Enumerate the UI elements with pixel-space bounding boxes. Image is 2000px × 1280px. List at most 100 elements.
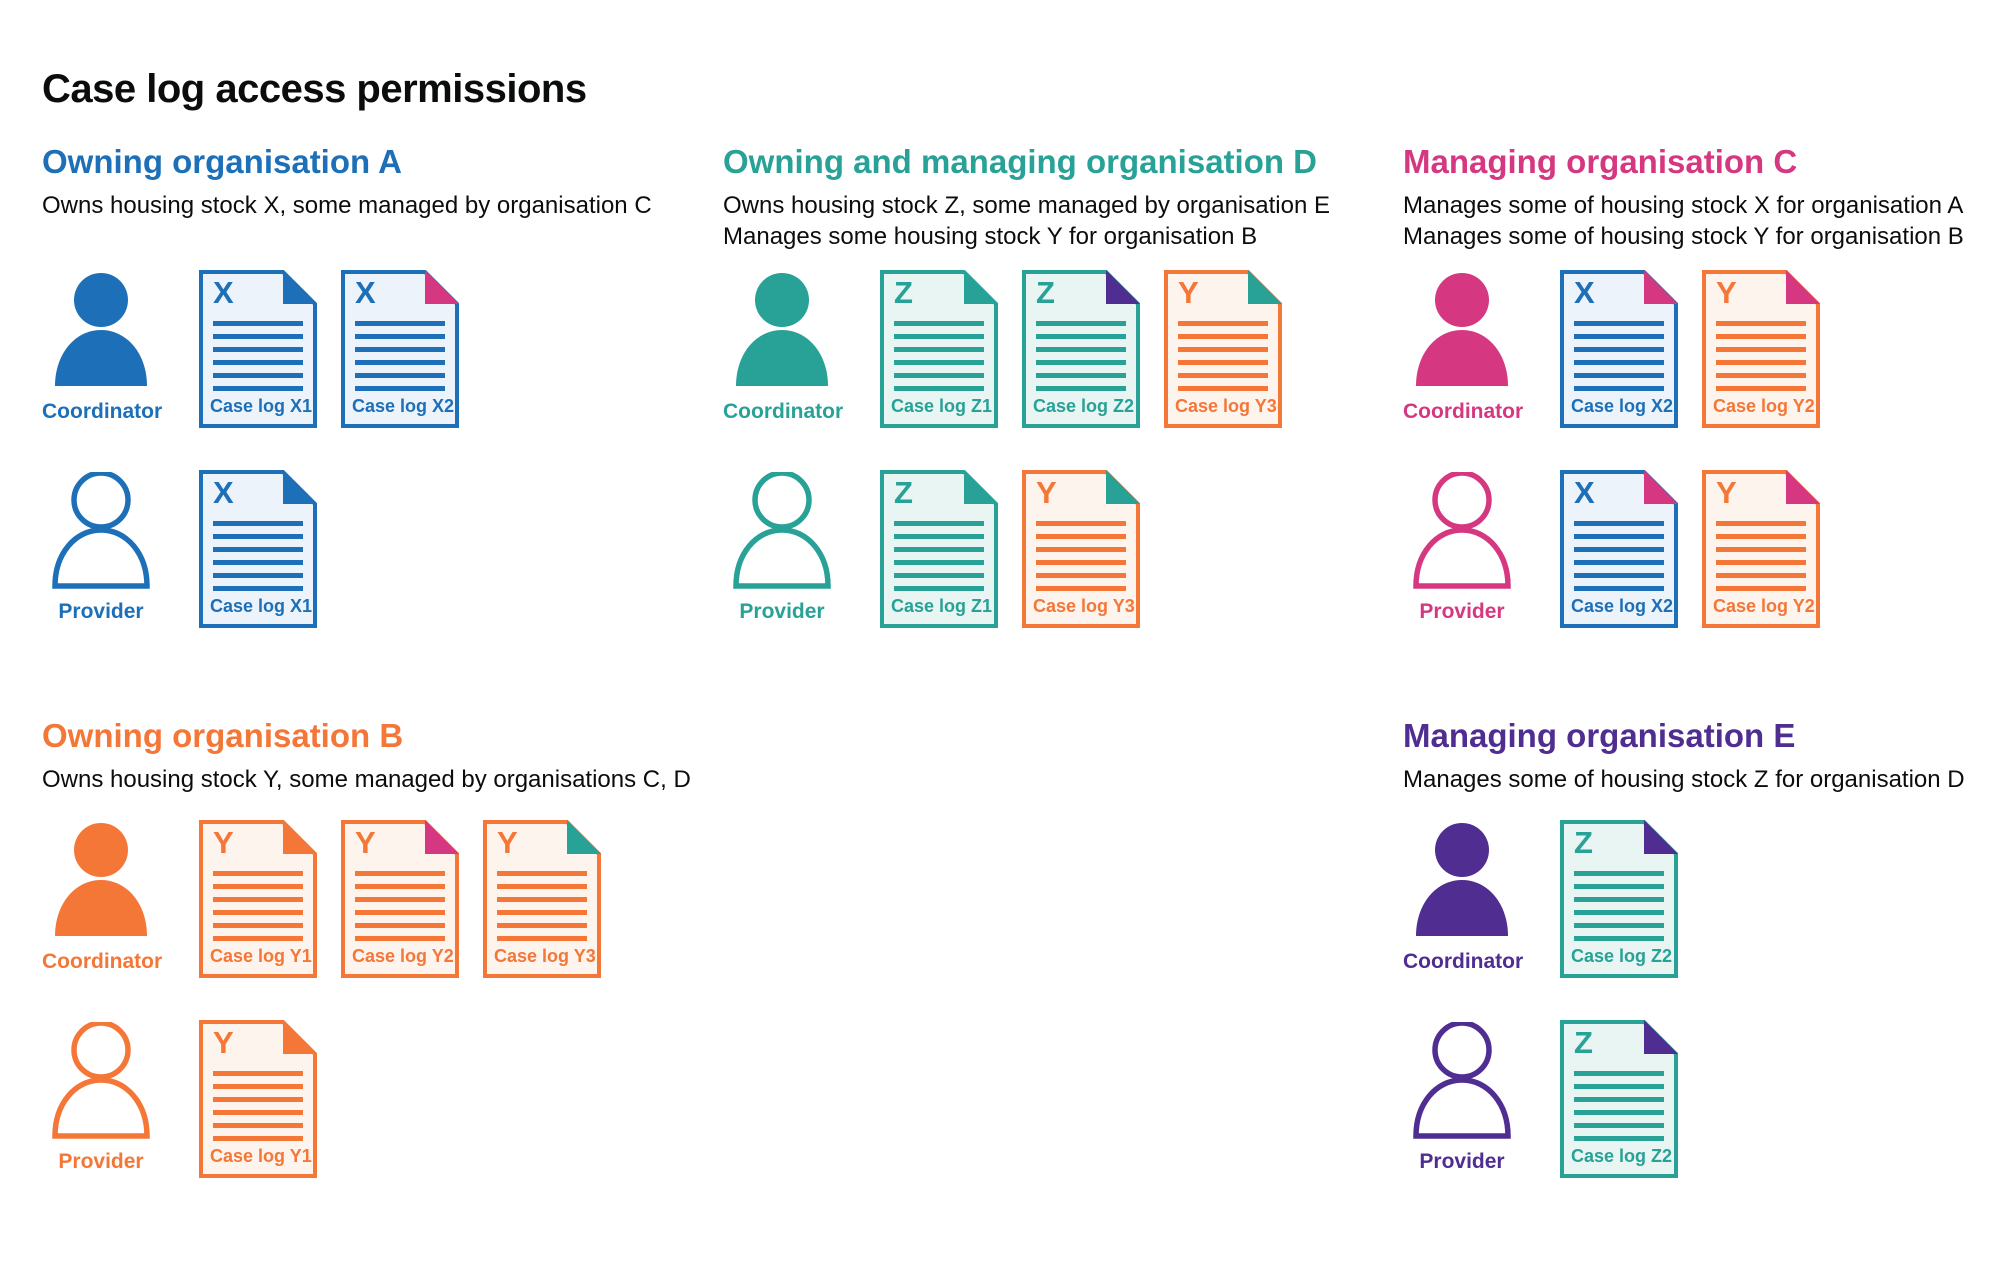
case-log-card: Z Case log Z2 xyxy=(1560,1020,1678,1178)
section-subtitle: Owns housing stock X, some managed by or… xyxy=(42,190,652,221)
section-subtitle: Manages some of housing stock X for orga… xyxy=(1403,190,1964,252)
role-row-coordinator: Coordinator Z Case log Z1 Z Case log Z2 Y Case… xyxy=(723,270,1383,430)
person-block-coordinator: Coordinator xyxy=(42,820,162,974)
person-filled-icon xyxy=(736,273,828,386)
role-label: Coordinator xyxy=(1403,400,1524,423)
doc-line xyxy=(1574,386,1664,391)
case-log-card: Y Case log Y2 xyxy=(341,820,459,978)
doc-line xyxy=(497,936,587,941)
section-subtitle: Owns housing stock Z, some managed by or… xyxy=(723,190,1330,252)
doc-line xyxy=(355,373,445,378)
doc-line xyxy=(1574,334,1664,339)
doc-letter: Y xyxy=(213,825,234,860)
doc-line xyxy=(213,936,303,941)
person-block-provider: Provider xyxy=(1403,1020,1521,1174)
doc-label: Case log Y1 xyxy=(210,946,312,966)
person-filled-icon xyxy=(55,273,147,386)
doc-line xyxy=(1716,360,1806,365)
subtitle-line: Owns housing stock X, some managed by or… xyxy=(42,192,652,219)
doc-line xyxy=(894,360,984,365)
doc-line xyxy=(213,1097,303,1102)
doc-line xyxy=(1036,334,1126,339)
doc-label: Case log X2 xyxy=(1571,596,1674,616)
role-row-coordinator: Coordinator Y Case log Y1 Y Case log Y2 Y Case… xyxy=(42,820,702,980)
doc-line xyxy=(1574,1136,1664,1141)
doc-line xyxy=(355,936,445,941)
doc-line xyxy=(213,534,303,539)
section-subtitle: Manages some of housing stock Z for orga… xyxy=(1403,764,1965,795)
case-log-card: Y Case log Y3 xyxy=(483,820,601,978)
doc-line xyxy=(1574,347,1664,352)
doc-text-lines xyxy=(1574,321,1664,399)
page-title: Case log access permissions xyxy=(42,66,587,111)
doc-line xyxy=(1574,910,1664,915)
doc-line xyxy=(213,321,303,326)
doc-line xyxy=(213,560,303,565)
role-row-provider: Provider Z Case log Z1 Y Case log Y3 xyxy=(723,470,1383,630)
doc-line xyxy=(1036,321,1126,326)
doc-line xyxy=(1716,321,1806,326)
doc-label: Case log Y3 xyxy=(494,946,596,966)
case-log-card: X Case log X2 xyxy=(1560,270,1678,428)
doc-line xyxy=(497,910,587,915)
doc-text-lines xyxy=(213,321,303,399)
role-label: Provider xyxy=(1419,600,1505,623)
doc-letter: Z xyxy=(1036,275,1055,310)
doc-line xyxy=(355,321,445,326)
case-log-card: Z Case log Z2 xyxy=(1560,820,1678,978)
doc-line xyxy=(355,871,445,876)
doc-text-lines xyxy=(894,521,984,599)
doc-line xyxy=(355,360,445,365)
fold-corner-icon xyxy=(1786,470,1820,504)
fold-corner-icon xyxy=(1106,270,1140,304)
section-heading: Owning organisation B xyxy=(42,717,404,754)
doc-text-lines xyxy=(355,321,445,399)
doc-line xyxy=(355,910,445,915)
person-filled-icon xyxy=(1416,273,1508,386)
doc-line xyxy=(1574,534,1664,539)
doc-line xyxy=(213,1110,303,1115)
doc-line xyxy=(355,347,445,352)
doc-line xyxy=(894,547,984,552)
fold-corner-icon xyxy=(1644,820,1678,854)
doc-line xyxy=(1574,871,1664,876)
person-outline-icon xyxy=(1413,1022,1511,1139)
doc-letter: Y xyxy=(1716,275,1737,310)
doc-line xyxy=(213,347,303,352)
fold-corner-icon xyxy=(425,820,459,854)
case-log-card: X Case log X2 xyxy=(341,270,459,428)
role-row-provider: Provider Y Case log Y1 xyxy=(42,1020,702,1180)
doc-line xyxy=(1716,560,1806,565)
doc-line xyxy=(355,386,445,391)
person-block-provider: Provider xyxy=(1403,470,1521,624)
fold-corner-icon xyxy=(283,820,317,854)
fold-corner-icon xyxy=(425,270,459,304)
case-log-card: Y Case log Y1 xyxy=(199,820,317,978)
role-label: Provider xyxy=(58,600,144,623)
doc-label: Case log X2 xyxy=(1571,396,1674,416)
doc-line xyxy=(1716,334,1806,339)
case-log-card: Y Case log Y2 xyxy=(1702,470,1820,628)
fold-corner-icon xyxy=(283,270,317,304)
doc-label: Case log X1 xyxy=(210,396,313,416)
doc-text-lines xyxy=(213,521,303,599)
role-row-coordinator: Coordinator Z Case log Z2 xyxy=(1403,820,2000,980)
doc-line xyxy=(894,334,984,339)
role-row-coordinator: Coordinator X Case log X2 Y Case log Y2 xyxy=(1403,270,2000,430)
doc-text-lines xyxy=(1716,521,1806,599)
doc-line xyxy=(1574,373,1664,378)
doc-line xyxy=(355,334,445,339)
doc-label: Case log Z2 xyxy=(1571,946,1673,966)
doc-text-lines xyxy=(1178,321,1268,399)
person-block-provider: Provider xyxy=(42,470,160,624)
doc-line xyxy=(213,897,303,902)
doc-label: Case log Y2 xyxy=(1713,596,1815,616)
doc-line xyxy=(213,386,303,391)
doc-line xyxy=(1178,386,1268,391)
doc-line xyxy=(1574,923,1664,928)
person-filled-icon xyxy=(1416,823,1508,936)
fold-corner-icon xyxy=(1106,470,1140,504)
doc-label: Case log X2 xyxy=(352,396,455,416)
doc-line xyxy=(213,521,303,526)
case-log-card: Y Case log Y3 xyxy=(1164,270,1282,428)
